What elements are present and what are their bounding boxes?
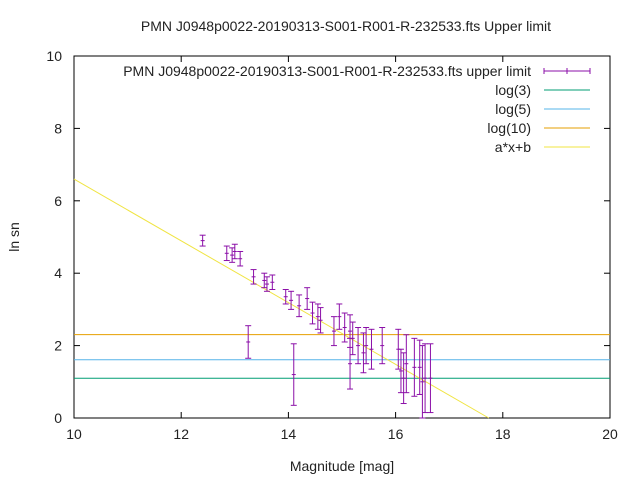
data-point [288, 290, 295, 310]
y-axis-label: ln sn [6, 222, 22, 252]
data-point [290, 343, 297, 406]
x-tick-label: 10 [66, 426, 82, 442]
y-tick-label: 2 [54, 338, 62, 354]
data-point [296, 294, 303, 318]
data-point [422, 343, 429, 414]
y-tick-label: 4 [54, 265, 62, 281]
data-point [363, 327, 370, 365]
x-tick-label: 12 [173, 426, 189, 442]
data-point [341, 312, 348, 343]
data-point [427, 343, 434, 414]
legend-label: PMN J0948p0022-20190313-S001-R001-R-2325… [123, 63, 531, 79]
data-point [317, 307, 324, 334]
data-point [397, 348, 404, 394]
data-point [282, 288, 289, 305]
data-point [229, 247, 236, 263]
data-point [199, 234, 206, 247]
x-tick-label: 16 [388, 426, 404, 442]
data-point [360, 332, 367, 374]
data-point [309, 301, 316, 325]
chart-title: PMN J0948p0022-20190313-S001-R001-R-2325… [141, 18, 551, 34]
data-point [368, 328, 375, 370]
data-point [231, 243, 238, 260]
x-tick-label: 18 [495, 426, 511, 442]
legend-label: log(3) [495, 82, 531, 98]
data-point [250, 269, 257, 285]
data-points [199, 234, 434, 419]
data-point [411, 337, 418, 397]
y-tick-label: 8 [54, 120, 62, 136]
x-tick-label: 14 [281, 426, 297, 442]
data-point [314, 303, 321, 330]
y-tick-label: 6 [54, 193, 62, 209]
legend: PMN J0948p0022-20190313-S001-R001-R-2325… [123, 63, 591, 155]
data-point [237, 250, 244, 267]
x-tick-label: 20 [602, 426, 618, 442]
y-tick-label: 10 [46, 48, 62, 64]
data-point [419, 345, 426, 419]
legend-label: log(5) [495, 101, 531, 117]
data-point [347, 337, 354, 390]
data-point [245, 325, 252, 359]
data-point [403, 334, 410, 394]
data-point [330, 316, 337, 347]
y-tick-label: 0 [54, 410, 62, 426]
legend-label: a*x+b [495, 139, 531, 155]
data-point [379, 327, 386, 365]
x-axis-label: Magnitude [mag] [290, 458, 394, 474]
legend-label: log(10) [487, 120, 531, 136]
axis-ticks: 10 12 14 16 18 20 0 2 4 6 8 10 [46, 48, 618, 442]
data-point [263, 276, 270, 292]
data-point [416, 339, 423, 395]
data-point [336, 303, 343, 330]
data-point [223, 245, 230, 262]
data-point [269, 274, 276, 290]
plot-frame [73, 55, 611, 419]
data-point [355, 327, 362, 365]
data-point [304, 287, 311, 310]
data-point [261, 272, 268, 289]
data-point [400, 352, 407, 405]
